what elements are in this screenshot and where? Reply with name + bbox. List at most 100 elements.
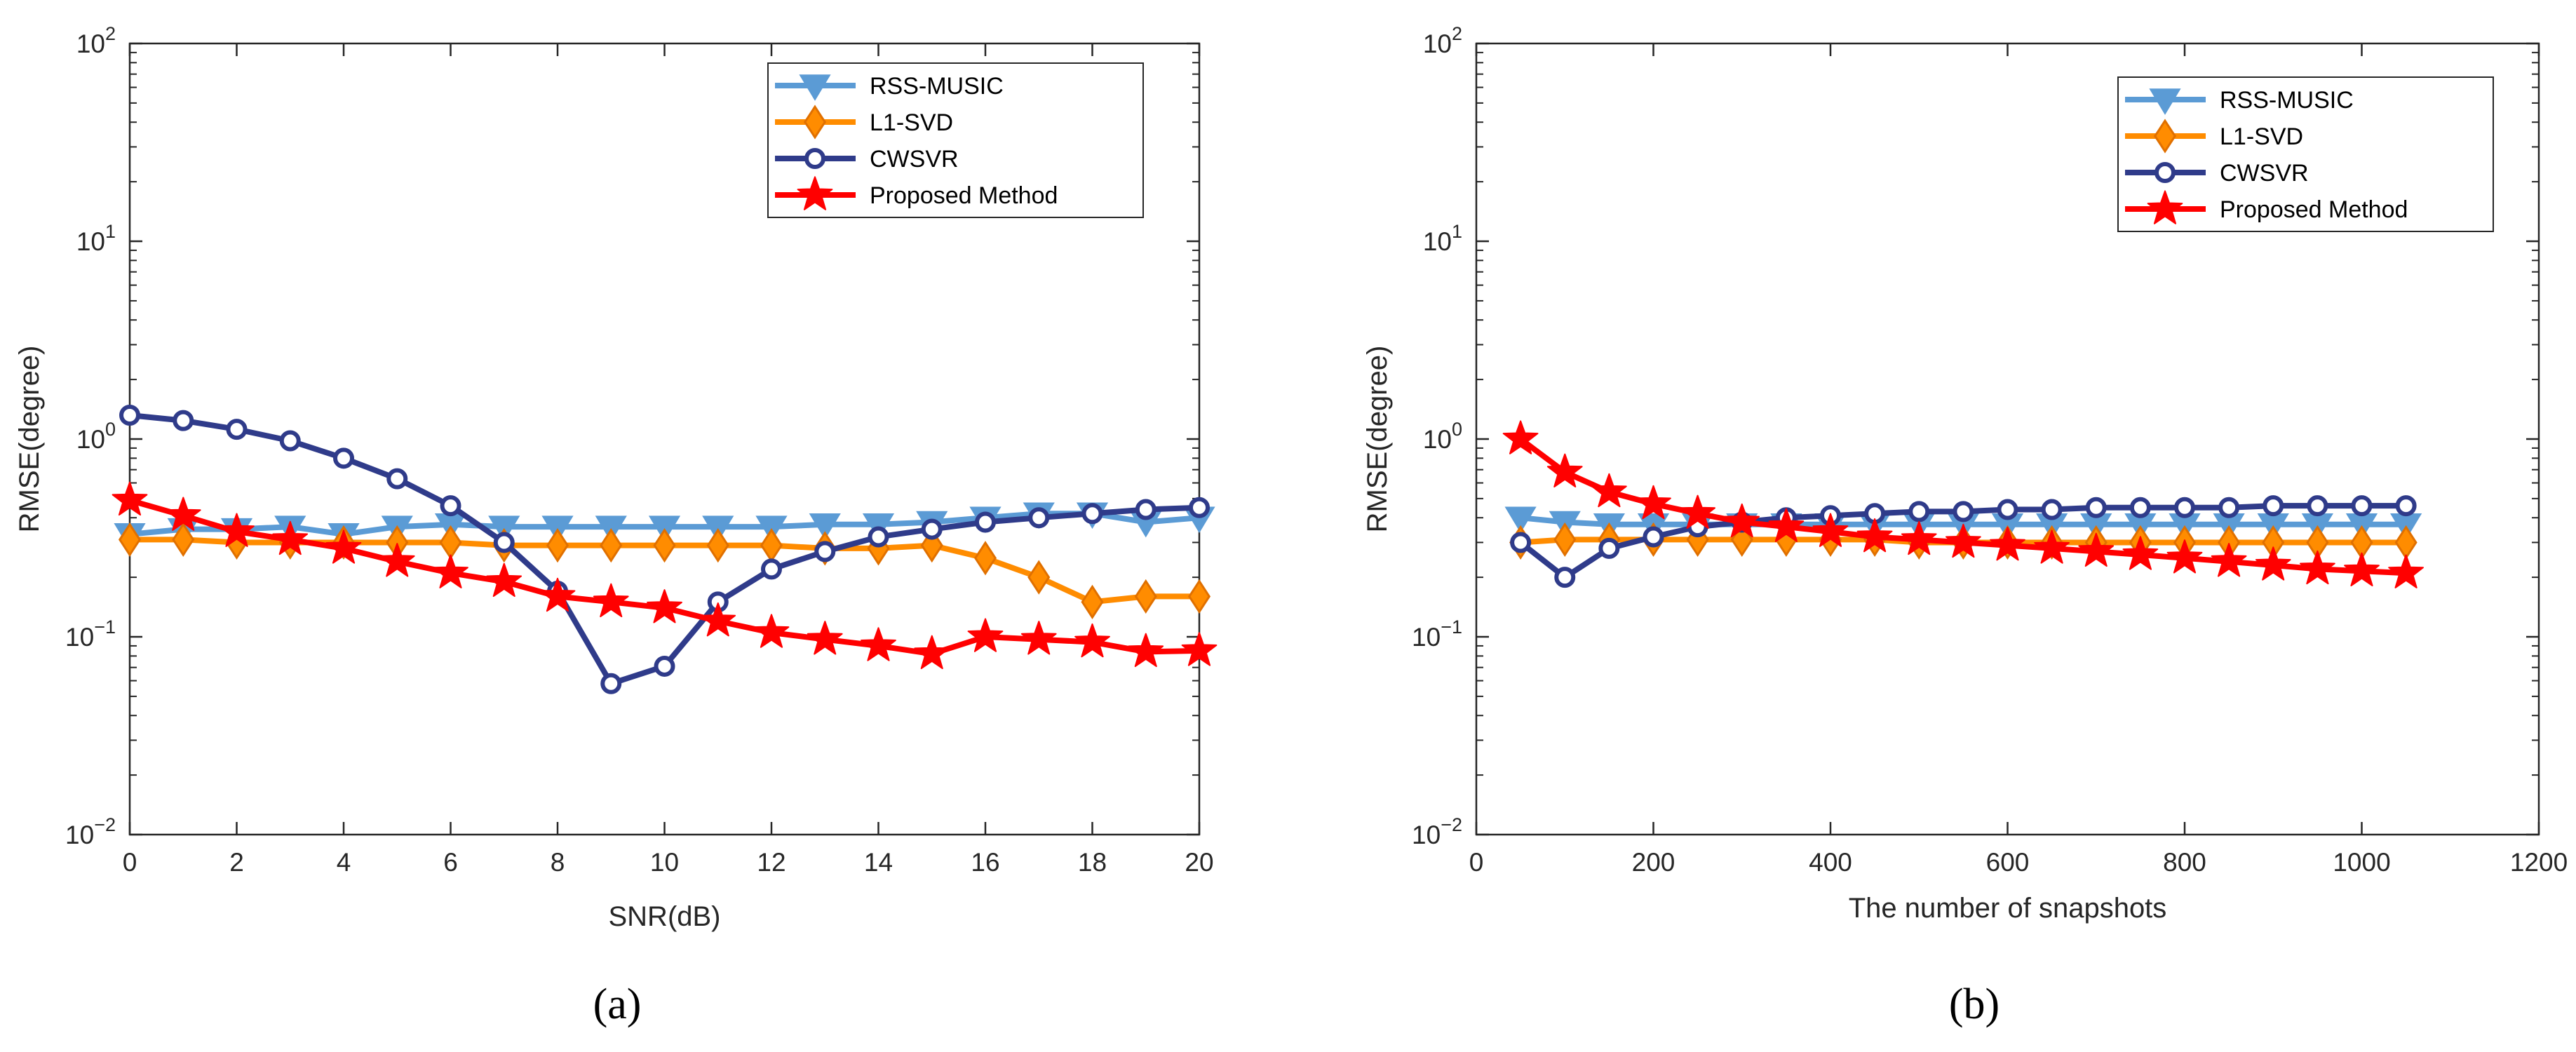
data-point bbox=[761, 558, 782, 580]
data-point bbox=[1502, 420, 1539, 454]
data-point bbox=[1946, 523, 1981, 558]
y-tick-label-base: 10 bbox=[76, 425, 105, 454]
legend-label: L1-SVD bbox=[870, 109, 953, 136]
y-tick-label: 100 bbox=[76, 419, 116, 454]
y-tick-label-exponent: 2 bbox=[1452, 23, 1462, 44]
data-point bbox=[647, 589, 682, 623]
data-point bbox=[2166, 539, 2203, 574]
data-point bbox=[1598, 537, 1620, 559]
panel-label: (b) bbox=[1949, 980, 2000, 1028]
data-point bbox=[2211, 543, 2247, 577]
legend: RSS-MUSIC L1-SVD CWSVR Proposed Method bbox=[2117, 76, 2494, 232]
data-point bbox=[1812, 513, 1849, 547]
data-point bbox=[975, 511, 996, 533]
y-tick-label-base: 10 bbox=[76, 227, 105, 256]
y-tick-label: 10−1 bbox=[1412, 616, 1462, 652]
legend-item: L1-SVD bbox=[2125, 119, 2303, 154]
data-point bbox=[2085, 497, 2107, 518]
data-point bbox=[706, 528, 729, 563]
data-point bbox=[2122, 536, 2159, 570]
legend-marker bbox=[2149, 88, 2181, 115]
data-point bbox=[2351, 495, 2373, 517]
x-tick-label: 600 bbox=[1986, 848, 2030, 877]
legend-marker bbox=[804, 148, 825, 169]
data-point bbox=[379, 543, 415, 577]
legend-item: RSS-MUSIC bbox=[775, 73, 1004, 101]
data-point bbox=[1081, 584, 1104, 619]
data-point bbox=[1181, 632, 1218, 666]
y-axis-label: RMSE(degree) bbox=[14, 346, 45, 533]
data-point bbox=[861, 627, 896, 661]
data-point bbox=[2034, 530, 2070, 564]
y-tick-label: 102 bbox=[1423, 23, 1462, 58]
legend-label: L1-SVD bbox=[2220, 123, 2303, 150]
y-tick-label-exponent: −2 bbox=[94, 814, 116, 835]
data-point bbox=[1553, 522, 1577, 558]
y-tick-label-exponent: −1 bbox=[94, 616, 116, 638]
data-point bbox=[539, 577, 576, 612]
data-point bbox=[1724, 503, 1760, 538]
data-point bbox=[165, 497, 201, 531]
series-cwsvr bbox=[1510, 495, 2417, 588]
x-tick-label: 2 bbox=[229, 848, 244, 877]
legend-item: Proposed Method bbox=[2125, 190, 2408, 224]
data-point bbox=[1680, 494, 1715, 529]
y-tick-label: 102 bbox=[76, 23, 116, 58]
legend-marker bbox=[2154, 162, 2176, 183]
data-point bbox=[172, 522, 195, 558]
data-point bbox=[1768, 508, 1805, 542]
y-tick-label: 101 bbox=[1423, 221, 1462, 256]
legend-label: CWSVR bbox=[870, 146, 959, 173]
data-point bbox=[1189, 497, 1210, 518]
y-tick-label-exponent: 1 bbox=[105, 221, 116, 242]
y-tick-label: 10−2 bbox=[1412, 814, 1462, 849]
series-proposed-method bbox=[1502, 420, 2424, 588]
data-point bbox=[753, 614, 790, 648]
data-point bbox=[2255, 546, 2291, 581]
data-point bbox=[1135, 499, 1156, 520]
x-tick-label: 14 bbox=[864, 848, 893, 877]
x-tick-label: 4 bbox=[337, 848, 351, 877]
data-point bbox=[1027, 560, 1051, 595]
data-point bbox=[1504, 506, 1537, 534]
y-tick-label-base: 10 bbox=[1423, 425, 1452, 454]
data-point bbox=[219, 513, 255, 547]
legend-marker bbox=[2147, 190, 2183, 224]
data-point bbox=[173, 410, 194, 431]
data-point bbox=[1020, 621, 1057, 655]
y-tick-label: 100 bbox=[1423, 419, 1462, 454]
x-tick-label: 0 bbox=[1469, 848, 1484, 877]
data-point bbox=[921, 518, 943, 540]
y-tick-label-exponent: 2 bbox=[105, 23, 116, 44]
legend-label: Proposed Method bbox=[870, 182, 1058, 209]
data-point bbox=[653, 528, 676, 563]
data-point bbox=[1901, 520, 1937, 555]
data-point bbox=[1908, 501, 1930, 522]
panel-label: (a) bbox=[593, 980, 642, 1028]
y-tick-label-base: 10 bbox=[1412, 623, 1441, 652]
chart-panel-b: 0 200 400 600 800 1000 120010−210−1100101102Th… bbox=[1362, 23, 2568, 1028]
data-point bbox=[2041, 499, 2063, 520]
data-point bbox=[1187, 579, 1211, 614]
x-tick-label: 200 bbox=[1632, 848, 1675, 877]
x-axis-label: SNR(dB) bbox=[608, 901, 720, 932]
data-point bbox=[2395, 495, 2417, 517]
legend-marker bbox=[2153, 119, 2177, 154]
y-tick-label-base: 10 bbox=[1423, 227, 1452, 256]
data-point bbox=[386, 468, 408, 490]
y-tick-label-base: 10 bbox=[65, 821, 94, 849]
data-point bbox=[333, 447, 354, 469]
y-tick-label-base: 10 bbox=[1412, 821, 1441, 849]
legend: RSS-MUSIC L1-SVD CWSVR Proposed Method bbox=[767, 62, 1144, 218]
legend-box bbox=[2117, 76, 2494, 232]
data-point bbox=[1134, 579, 1157, 614]
y-tick-label: 101 bbox=[76, 221, 116, 256]
data-point bbox=[486, 562, 522, 598]
y-tick-label-exponent: −1 bbox=[1441, 616, 1462, 638]
legend-marker bbox=[799, 74, 831, 101]
y-axis-label: RMSE(degree) bbox=[1362, 346, 1393, 533]
chart-panel-a: 0 2 4 6 8 10 12 14 16 18 2010−210−1100101102SNR(dB… bbox=[14, 23, 1218, 1028]
y-tick-label: 10−1 bbox=[65, 616, 116, 652]
data-point bbox=[1990, 527, 2025, 561]
